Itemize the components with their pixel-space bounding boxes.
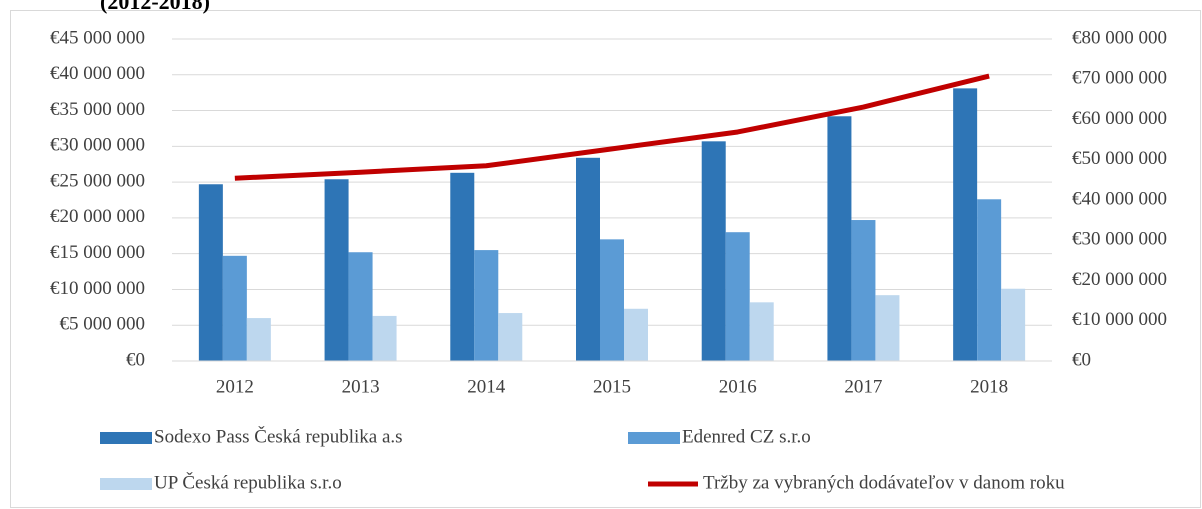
legend-swatch	[100, 432, 152, 444]
legend-label: Tržby za vybraných dodávateľov v danom r…	[703, 472, 1065, 493]
bar	[749, 302, 774, 361]
bar	[324, 179, 349, 361]
x-tick-label: 2012	[216, 376, 254, 397]
bar	[498, 313, 523, 361]
y2-tick-label: €30 000 000	[1072, 229, 1167, 250]
y-tick-label: €0	[126, 349, 145, 370]
y-tick-label: €20 000 000	[50, 206, 145, 227]
bar	[198, 184, 223, 361]
legend-label: UP Česká republika s.r.o	[154, 471, 342, 493]
bar	[977, 199, 1002, 361]
y2-tick-label: €60 000 000	[1072, 108, 1167, 129]
y-tick-label: €15 000 000	[50, 242, 145, 263]
bar	[372, 315, 397, 361]
x-tick-label: 2014	[467, 376, 506, 397]
x-tick-label: 2015	[593, 376, 631, 397]
y-tick-label: €25 000 000	[50, 170, 145, 191]
bar	[222, 255, 247, 361]
line-series	[234, 73, 990, 181]
bar	[701, 141, 726, 361]
bar	[576, 157, 600, 361]
x-tick-label: 2018	[970, 376, 1008, 397]
bar	[450, 172, 475, 361]
x-tick-label: 2016	[719, 376, 757, 397]
y2-tick-label: €80 000 000	[1072, 27, 1167, 48]
bar	[827, 116, 852, 361]
y2-tick-label: €20 000 000	[1072, 269, 1167, 290]
y-tick-label: €35 000 000	[50, 99, 145, 120]
y-tick-label: €30 000 000	[50, 135, 145, 156]
bar	[348, 252, 373, 361]
bar	[953, 88, 978, 361]
y-tick-label: €40 000 000	[50, 63, 145, 84]
bar	[624, 308, 648, 361]
bar	[851, 220, 876, 361]
y2-tick-label: €40 000 000	[1072, 188, 1167, 209]
bar	[725, 232, 750, 361]
legend-label: Sodexo Pass Česká republika a.s	[154, 425, 403, 447]
y-tick-label: €5 000 000	[60, 314, 146, 335]
y2-tick-label: €0	[1072, 349, 1091, 370]
bar	[600, 239, 624, 361]
bar	[1001, 288, 1026, 361]
chart-title: (2012-2018)	[100, 0, 210, 14]
y2-tick-label: €70 000 000	[1072, 68, 1167, 89]
legend-label: Edenred CZ s.r.o	[682, 426, 811, 447]
bar	[474, 250, 499, 361]
chart-border	[10, 10, 1201, 508]
bar	[246, 318, 271, 361]
y2-tick-label: €10 000 000	[1072, 309, 1167, 330]
x-tick-label: 2017	[844, 376, 882, 397]
x-tick-label: 2013	[342, 376, 380, 397]
bar	[875, 295, 900, 361]
legend-swatch	[628, 432, 680, 444]
legend-swatch	[100, 478, 152, 490]
y2-tick-label: €50 000 000	[1072, 148, 1167, 169]
y-tick-label: €10 000 000	[50, 278, 145, 299]
y-tick-label: €45 000 000	[50, 27, 145, 48]
